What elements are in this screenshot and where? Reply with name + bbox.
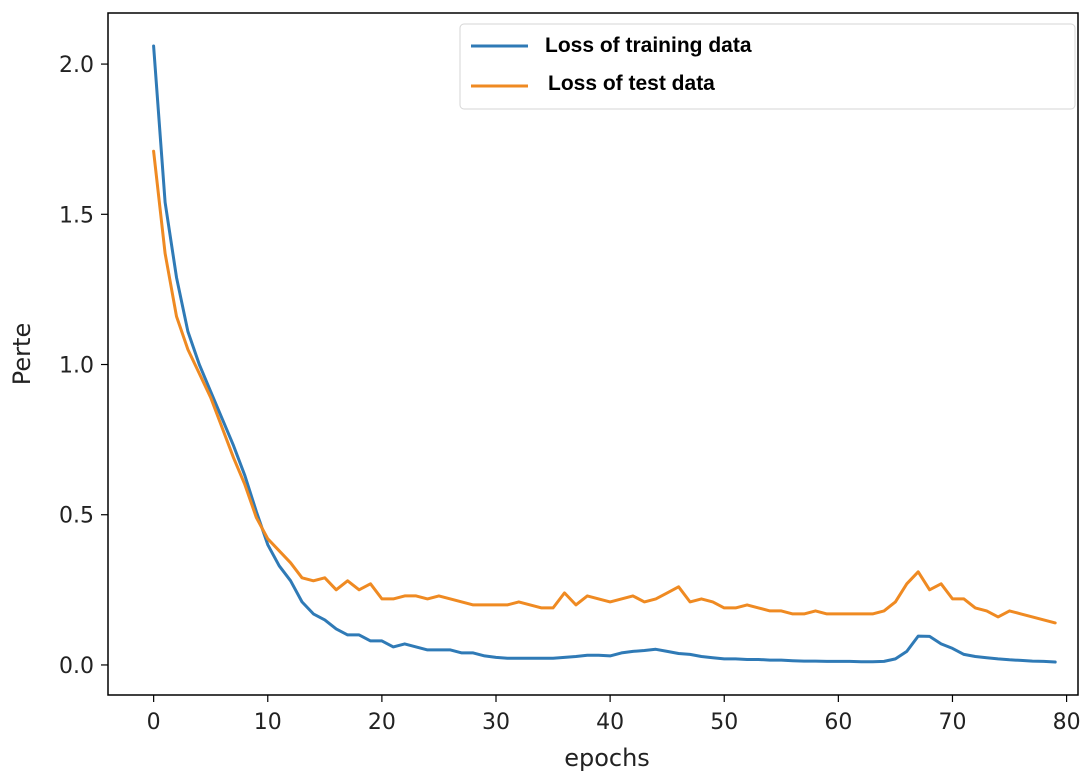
x-tick-label: 40	[596, 710, 624, 735]
x-tick-label: 10	[254, 710, 282, 735]
training-loss-line	[152, 44, 1057, 664]
legend-box	[459, 23, 1076, 110]
test-loss-line	[152, 149, 1057, 625]
y-tick-label: 0.0	[59, 654, 94, 679]
x-axis: 0 10 20 30 40 50 60 70 80	[147, 695, 1081, 735]
series-layer	[152, 44, 1057, 664]
y-tick-label: 2.0	[59, 53, 94, 78]
x-tick-label: 30	[482, 710, 510, 735]
legend: Loss of training data Loss of test data	[459, 23, 1076, 110]
plot-area	[107, 12, 1079, 696]
x-tick-label: 70	[938, 710, 966, 735]
y-axis: 0.0 0.5 1.0 1.5 2.0	[59, 53, 108, 679]
x-axis-label: epochs	[564, 744, 650, 771]
x-tick-label: 50	[710, 710, 738, 735]
x-tick-label: 20	[368, 710, 396, 735]
x-tick-label: 80	[1053, 710, 1081, 735]
y-tick-label: 1.5	[59, 203, 94, 228]
legend-label-test: Loss of test data	[548, 72, 715, 95]
legend-label-training: Loss of training data	[545, 34, 752, 57]
y-axis-label: Perte	[8, 323, 36, 385]
y-tick-label: 1.0	[59, 354, 94, 379]
x-tick-label: 60	[824, 710, 852, 735]
y-tick-label: 0.5	[59, 504, 94, 529]
x-tick-label: 0	[147, 710, 161, 735]
